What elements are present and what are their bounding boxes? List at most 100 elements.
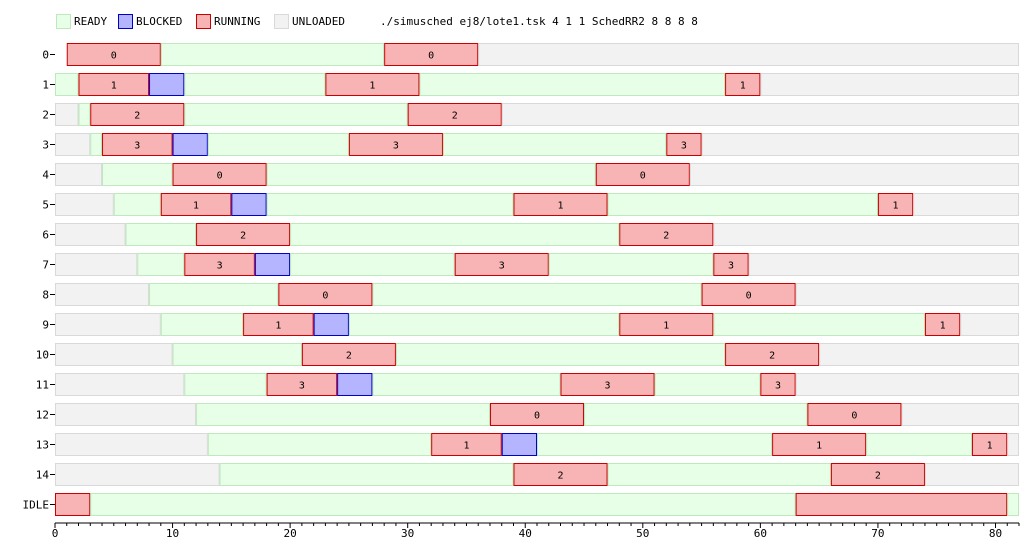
segment-cpu-label-0-2: 0 [428,51,434,62]
row-label-0: 0 [42,49,49,62]
segment-cpu-label-11-2: 3 [299,381,305,392]
segment-running-13-7 [971,433,1008,456]
segment-cpu-label-3-5: 3 [393,141,399,152]
legend-ready-label: READY [74,15,108,28]
segment-ready-6-1 [125,223,197,246]
segment-cpu-label-9-5: 1 [663,321,669,332]
legend-unloaded-swatch [274,14,289,29]
segment-cpu-label-8-4: 0 [746,291,752,302]
segment-unloaded-9-0 [55,313,161,336]
segment-unloaded-6-5 [713,223,1020,246]
segment-ready-4-3 [266,163,596,186]
segment-cpu-label-10-2: 2 [346,351,352,362]
segment-running-0-0 [66,43,161,66]
chart-title: ./simusched ej8/lote1.tsk 4 1 1 SchedRR2… [380,15,698,28]
segment-ready-12-3 [584,403,808,426]
segment-running-11-7 [760,373,796,396]
segment-unloaded-8-5 [795,283,1020,306]
row-label-6: 6 [42,229,49,242]
segment-unloaded-12-5 [901,403,1019,426]
segment-ready-7-4 [290,253,455,276]
segment-unloaded-2-0 [55,103,79,126]
segment-ready-9-1 [160,313,244,336]
segment-cpu-label-1-6: 1 [740,81,746,92]
segment-running-9-7 [924,313,961,336]
segment-ready-7-1 [137,253,185,276]
segment-running-7-7 [713,253,749,276]
segment-unloaded-7-0 [55,253,138,276]
segment-unloaded-2-5 [501,103,1020,126]
row-label-1: 1 [42,79,49,92]
segment-ready-11-1 [184,373,267,396]
legend-ready-swatch [56,14,71,29]
segment-ready-4-1 [102,163,173,186]
segment-unloaded-12-0 [55,403,197,426]
segment-running-11-5 [560,373,655,396]
segment-ready-1-5 [419,73,726,96]
segment-ready-7-6 [548,253,714,276]
segment-ready-14-3 [607,463,831,486]
legend-blocked-swatch [118,14,133,29]
segment-blocked-5-3 [231,193,267,216]
segment-running-8-2 [278,283,373,306]
row-label-idle: IDLE [23,499,50,512]
segment-ready-8-3 [372,283,702,306]
segment-ready-12-1 [196,403,490,426]
segment-ready-0-1 [160,43,385,66]
segment-unloaded-14-5 [924,463,1020,486]
segment-ready-3-1 [90,133,103,156]
segment-cpu-label-0-0: 0 [111,51,117,62]
segment-running-7-2 [184,253,255,276]
segment-ready-5-6 [607,193,878,216]
segment-running-5-7 [877,193,914,216]
segment-unloaded-4-0 [55,163,103,186]
segment-unloaded-0-3 [478,43,1020,66]
segment-ready-3-4 [207,133,349,156]
segment-unloaded-11-0 [55,373,185,396]
segment-unloaded-7-8 [748,253,1019,276]
segment-cpu-label-2-4: 2 [452,111,458,122]
x-tick-label-80: 80 [989,527,1002,540]
row-label-14: 14 [36,469,50,482]
segment-ready-9-4 [348,313,620,336]
segment-cpu-label-11-7: 3 [775,381,781,392]
segment-cpu-label-14-2: 2 [557,471,563,482]
segment-unloaded-3-8 [701,133,1020,156]
segment-unloaded-4-5 [689,163,1020,186]
segment-running-1-1 [78,73,150,96]
segment-ready-13-1 [207,433,432,456]
segment-running-11-2 [266,373,338,396]
segment-running-5-2 [160,193,232,216]
segment-cpu-label-11-5: 3 [605,381,611,392]
segment-cpu-label-9-7: 1 [940,321,946,332]
segment-unloaded-5-8 [913,193,1020,216]
segment-ready-2-1 [78,103,91,126]
segment-running-10-4 [725,343,820,366]
segment-ready-8-1 [149,283,279,306]
segment-cpu-label-7-7: 3 [728,261,734,272]
x-tick-label-20: 20 [283,527,296,540]
segment-running-2-4 [407,103,502,126]
segment-cpu-label-13-2: 1 [463,441,469,452]
segment-unloaded-10-0 [55,343,173,366]
segment-cpu-label-5-2: 1 [193,201,199,212]
segment-ready-idle-3 [1007,493,1019,516]
segment-cpu-label-5-7: 1 [893,201,899,212]
segment-cpu-label-8-2: 0 [322,291,328,302]
segment-cpu-label-3-2: 3 [134,141,140,152]
segment-ready-1-3 [184,73,326,96]
segment-running-4-4 [595,163,690,186]
segment-cpu-label-3-7: 3 [681,141,687,152]
segment-ready-11-4 [372,373,561,396]
segment-cpu-label-9-2: 1 [275,321,281,332]
segment-unloaded-1-7 [760,73,1019,96]
segment-ready-13-6 [866,433,972,456]
legend: READY BLOCKED RUNNING UNLOADED ./simusch… [0,0,1027,40]
segment-running-2-2 [90,103,185,126]
row-label-13: 13 [36,439,49,452]
segment-running-14-2 [513,463,608,486]
segment-running-13-2 [431,433,502,456]
segment-running-3-7 [666,133,702,156]
segment-ready-idle-1 [90,493,796,516]
